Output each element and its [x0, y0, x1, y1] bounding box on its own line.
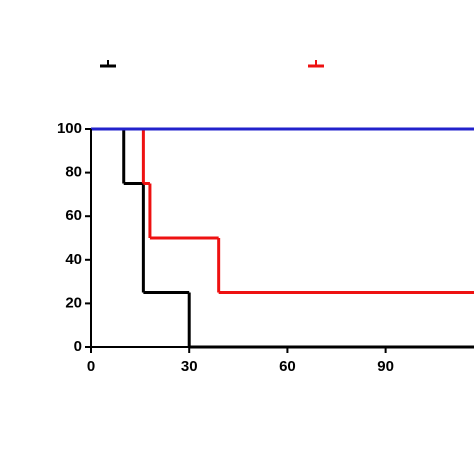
y-tick-label: 100 — [57, 120, 82, 137]
y-tick-label: 60 — [65, 207, 82, 224]
y-tick-label: 0 — [74, 338, 82, 355]
y-tick-label: 80 — [65, 164, 82, 181]
x-tick-label: 60 — [279, 358, 296, 375]
x-tick-label: 30 — [181, 358, 198, 375]
y-tick-label: 20 — [65, 294, 82, 311]
x-tick-label: 0 — [87, 358, 95, 375]
x-tick-label: 90 — [377, 358, 394, 375]
y-tick-label: 40 — [65, 251, 82, 268]
